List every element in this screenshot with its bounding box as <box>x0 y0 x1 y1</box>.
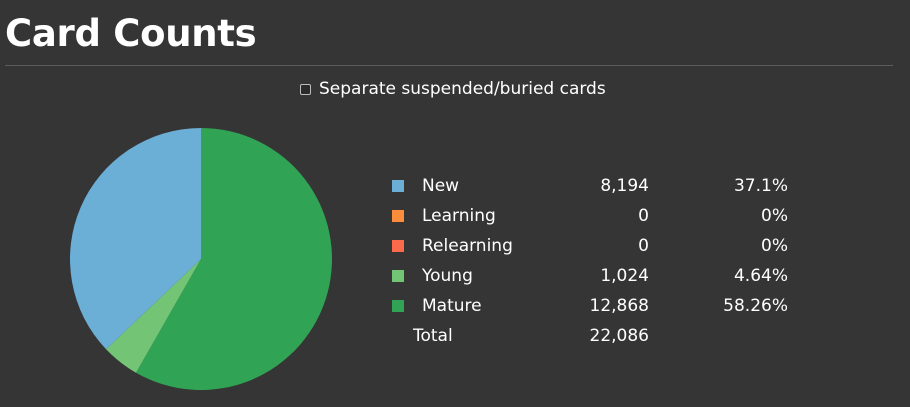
total-label: Total <box>413 326 453 346</box>
legend-swatch-new <box>392 180 404 192</box>
legend-percent-new: 37.1% <box>733 176 788 196</box>
legend-count-young: 1,024 <box>600 266 649 286</box>
legend-label-relearning: Relearning <box>422 236 513 256</box>
legend-row-new: New 8,194 37.1% <box>392 173 792 203</box>
total-count: 22,086 <box>589 326 649 346</box>
separate-suspended-label: Separate suspended/buried cards <box>319 79 606 99</box>
legend-count-learning: 0 <box>638 206 649 226</box>
legend-label-young: Young <box>422 266 473 286</box>
legend-row-learning: Learning 0 0% <box>392 203 792 233</box>
legend-percent-young: 4.64% <box>733 266 788 286</box>
pie-slices <box>69 128 332 390</box>
legend-swatch-young <box>392 270 404 282</box>
legend-count-mature: 12,868 <box>589 296 649 316</box>
separate-suspended-checkbox[interactable] <box>300 83 311 95</box>
pie-slice-young[interactable] <box>106 259 201 373</box>
legend-percent-mature: 58.26% <box>723 296 788 316</box>
legend-label-new: New <box>422 176 460 196</box>
legend-row-total: Total 22,086 <box>392 323 792 353</box>
legend-swatch-learning <box>392 210 404 222</box>
legend-swatch-relearning <box>392 240 404 252</box>
legend-swatch-mature <box>392 300 404 312</box>
legend-row-young: Young 1,024 4.64% <box>392 263 792 293</box>
legend-label-mature: Mature <box>422 296 482 316</box>
legend-percent-learning: 0% <box>761 206 788 226</box>
separate-suspended-toggle[interactable]: Separate suspended/buried cards <box>300 78 606 100</box>
legend-table: New 8,194 37.1% Learning 0 0% Relearning 0 0% You… <box>392 173 792 353</box>
legend-label-learning: Learning <box>422 206 496 226</box>
legend-row-relearning: Relearning 0 0% <box>392 233 792 263</box>
page-title: Card Counts <box>5 12 257 55</box>
legend-count-new: 8,194 <box>600 176 649 196</box>
title-divider <box>5 65 893 66</box>
legend-count-relearning: 0 <box>638 236 649 256</box>
legend-percent-relearning: 0% <box>761 236 788 256</box>
pie-slice-mature[interactable] <box>136 128 332 390</box>
pie-slice-new[interactable] <box>69 128 201 350</box>
legend-row-mature: Mature 12,868 58.26% <box>392 293 792 323</box>
